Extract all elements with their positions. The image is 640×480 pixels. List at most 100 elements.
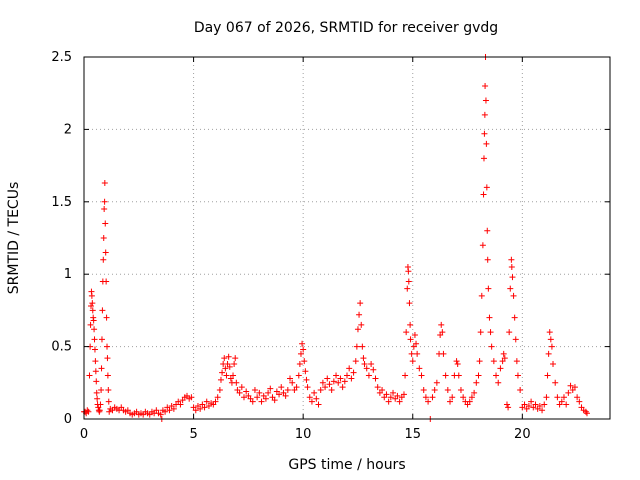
data-point — [348, 375, 355, 382]
data-point — [102, 249, 109, 256]
data-point — [297, 350, 304, 357]
data-point — [231, 360, 238, 367]
data-point — [166, 407, 173, 414]
data-point — [91, 346, 98, 353]
data-point — [353, 343, 360, 350]
data-point — [508, 263, 515, 270]
data-point — [249, 398, 256, 405]
data-point — [99, 307, 106, 314]
data-point — [265, 389, 272, 396]
data-point — [98, 387, 105, 394]
data-point — [330, 378, 337, 385]
data-point — [91, 326, 98, 333]
data-point — [416, 365, 423, 372]
data-point — [219, 369, 226, 376]
data-point — [544, 372, 551, 379]
data-point — [188, 394, 195, 401]
data-point — [333, 372, 340, 379]
data-point — [517, 387, 524, 394]
y-tick-label: 2.5 — [51, 50, 72, 65]
data-point — [479, 242, 486, 249]
data-point — [88, 303, 95, 310]
data-point — [471, 389, 478, 396]
data-point — [177, 401, 184, 408]
data-point — [233, 379, 240, 386]
data-point — [354, 326, 361, 333]
data-point — [335, 379, 342, 386]
data-point — [262, 395, 269, 402]
data-point — [396, 398, 403, 405]
data-point — [408, 350, 415, 357]
data-point — [85, 408, 92, 415]
data-point — [317, 387, 324, 394]
data-point — [101, 198, 108, 205]
data-point — [356, 311, 363, 318]
data-point — [406, 300, 413, 307]
data-point — [361, 360, 368, 367]
data-point — [93, 389, 100, 396]
data-point — [201, 404, 208, 411]
data-point — [480, 155, 487, 162]
data-point — [254, 394, 261, 401]
data-point — [363, 365, 370, 372]
data-point — [541, 401, 548, 408]
y-tick-label: 1.5 — [51, 195, 72, 210]
data-point — [368, 360, 375, 367]
data-point — [481, 130, 488, 137]
data-point — [302, 368, 309, 375]
data-point — [583, 410, 590, 417]
data-point — [510, 292, 517, 299]
data-point — [374, 384, 381, 391]
data-point — [352, 358, 359, 365]
data-point — [440, 350, 447, 357]
data-point — [157, 411, 164, 418]
data-point — [267, 385, 274, 392]
data-point — [407, 336, 414, 343]
data-point — [532, 401, 539, 408]
data-point — [525, 402, 532, 409]
data-point — [475, 372, 482, 379]
data-point — [358, 321, 365, 328]
data-point — [372, 375, 379, 382]
data-point — [103, 278, 110, 285]
data-point — [100, 256, 107, 263]
data-point — [543, 394, 550, 401]
data-point — [322, 384, 329, 391]
data-point — [258, 398, 265, 405]
data-point — [387, 394, 394, 401]
data-point — [101, 206, 108, 213]
y-tick-label: 2 — [64, 122, 72, 137]
data-point — [93, 378, 100, 385]
data-point — [454, 360, 461, 367]
data-point — [89, 300, 96, 307]
data-point — [567, 382, 574, 389]
data-point — [271, 397, 278, 404]
data-point — [403, 329, 410, 336]
data-point — [226, 363, 233, 370]
data-point — [506, 329, 513, 336]
data-point — [548, 343, 555, 350]
data-point — [98, 365, 105, 372]
x-tick-label: 20 — [514, 427, 531, 442]
data-point — [86, 372, 93, 379]
data-point — [558, 398, 565, 405]
data-point — [539, 407, 546, 414]
data-point — [326, 381, 333, 388]
data-point — [547, 336, 554, 343]
plot-frame — [83, 56, 611, 420]
data-point — [284, 387, 291, 394]
data-point — [346, 365, 353, 372]
data-point — [473, 379, 480, 386]
x-tick-label: 10 — [295, 427, 312, 442]
data-point — [101, 179, 108, 186]
data-point — [221, 355, 228, 362]
data-point — [400, 391, 407, 398]
data-point — [293, 384, 300, 391]
data-point — [422, 394, 429, 401]
data-point — [514, 372, 521, 379]
data-point — [438, 321, 445, 328]
data-point — [192, 407, 199, 414]
data-point — [478, 292, 485, 299]
data-point — [511, 314, 518, 321]
grid-layer — [84, 57, 610, 419]
